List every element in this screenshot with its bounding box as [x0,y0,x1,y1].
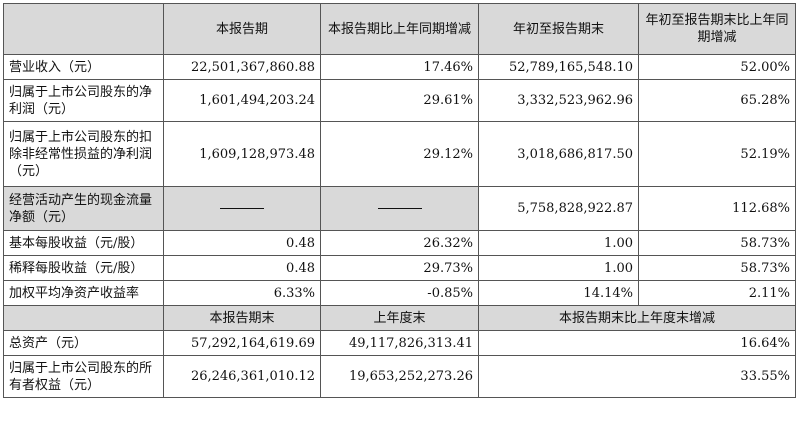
table-row-diluted-eps: 稀释每股收益（元/股） 0.48 29.73% 1.00 58.73% [3,255,796,281]
table-row-basic-eps: 基本每股收益（元/股） 0.48 26.32% 1.00 58.73% [3,230,796,256]
value-cell: 6.33% [163,280,321,306]
table-row-shareholder-equity: 归属于上市公司股东的所有者权益（元） 26,246,361,010.12 19,… [3,355,796,398]
value-cell: 52.19% [638,121,796,187]
value-cell: 65.28% [638,79,796,122]
row-label: 稀释每股收益（元/股） [3,255,164,281]
table-row-net-profit: 归属于上市公司股东的净利润（元） 1,601,494,203.24 29.61%… [3,79,796,122]
table-header-row-balance: 本报告期末 上年度末 本报告期末比上年度末增减 [3,305,796,331]
value-cell: 0.48 [163,230,321,256]
value-cell: 5,758,828,922.87 [478,186,639,231]
value-cell: 16.64% [478,330,796,356]
value-cell: 1.00 [478,230,639,256]
row-label: 经营活动产生的现金流量净额（元） [3,186,164,231]
value-cell: 58.73% [638,230,796,256]
corner-cell [3,3,164,55]
value-cell: 29.61% [320,79,479,122]
value-cell: 26,246,361,010.12 [163,355,321,398]
value-cell: 1,609,128,973.48 [163,121,321,187]
row-label: 基本每股收益（元/股） [3,230,164,256]
value-cell: 49,117,826,313.41 [320,330,479,356]
header-ytd-change: 年初至报告期末比上年同期增减 [638,3,796,55]
row-label: 营业收入（元） [3,54,164,80]
header-current-period-change: 本报告期比上年同期增减 [320,3,479,55]
value-cell: 57,292,164,619.69 [163,330,321,356]
value-cell: 0.48 [163,255,321,281]
value-cell: -0.85% [320,280,479,306]
value-cell: 2.11% [638,280,796,306]
corner-cell [3,305,164,331]
row-label: 加权平均净资产收益率 [3,280,164,306]
header-current-period: 本报告期 [163,3,321,55]
value-cell: 1,601,494,203.24 [163,79,321,122]
header-ytd: 年初至报告期末 [478,3,639,55]
table-row-net-profit-excl-nonrecurring: 归属于上市公司股东的扣除非经常性损益的净利润（元） 1,609,128,973.… [3,121,796,187]
financial-summary-table: 本报告期 本报告期比上年同期增减 年初至报告期末 年初至报告期末比上年同期增减 … [3,3,796,398]
header-period-end-change: 本报告期末比上年度末增减 [478,305,796,331]
value-cell: 3,018,686,817.50 [478,121,639,187]
value-cell-na [163,186,321,231]
value-cell: 26.32% [320,230,479,256]
value-cell: 14.14% [478,280,639,306]
value-cell: 29.12% [320,121,479,187]
row-label: 归属于上市公司股东的所有者权益（元） [3,355,164,398]
row-label: 归属于上市公司股东的扣除非经常性损益的净利润（元） [3,121,164,187]
value-cell: 1.00 [478,255,639,281]
value-cell: 17.46% [320,54,479,80]
value-cell: 58.73% [638,255,796,281]
value-cell: 112.68% [638,186,796,231]
table-header-row: 本报告期 本报告期比上年同期增减 年初至报告期末 年初至报告期末比上年同期增减 [3,3,796,55]
value-cell-na [320,186,479,231]
value-cell: 3,332,523,962.96 [478,79,639,122]
value-cell: 52.00% [638,54,796,80]
table-row-roe: 加权平均净资产收益率 6.33% -0.85% 14.14% 2.11% [3,280,796,306]
value-cell: 29.73% [320,255,479,281]
header-prior-year-end: 上年度末 [320,305,479,331]
value-cell: 19,653,252,273.26 [320,355,479,398]
dash-mark [220,208,264,209]
value-cell: 52,789,165,548.10 [478,54,639,80]
row-label: 总资产（元） [3,330,164,356]
row-label: 归属于上市公司股东的净利润（元） [3,79,164,122]
value-cell: 33.55% [478,355,796,398]
header-period-end: 本报告期末 [163,305,321,331]
value-cell: 22,501,367,860.88 [163,54,321,80]
table-row-total-assets: 总资产（元） 57,292,164,619.69 49,117,826,313.… [3,330,796,356]
table-row-revenue: 营业收入（元） 22,501,367,860.88 17.46% 52,789,… [3,54,796,80]
table-row-operating-cash-flow: 经营活动产生的现金流量净额（元） 5,758,828,922.87 112.68… [3,186,796,231]
dash-mark [377,208,422,209]
